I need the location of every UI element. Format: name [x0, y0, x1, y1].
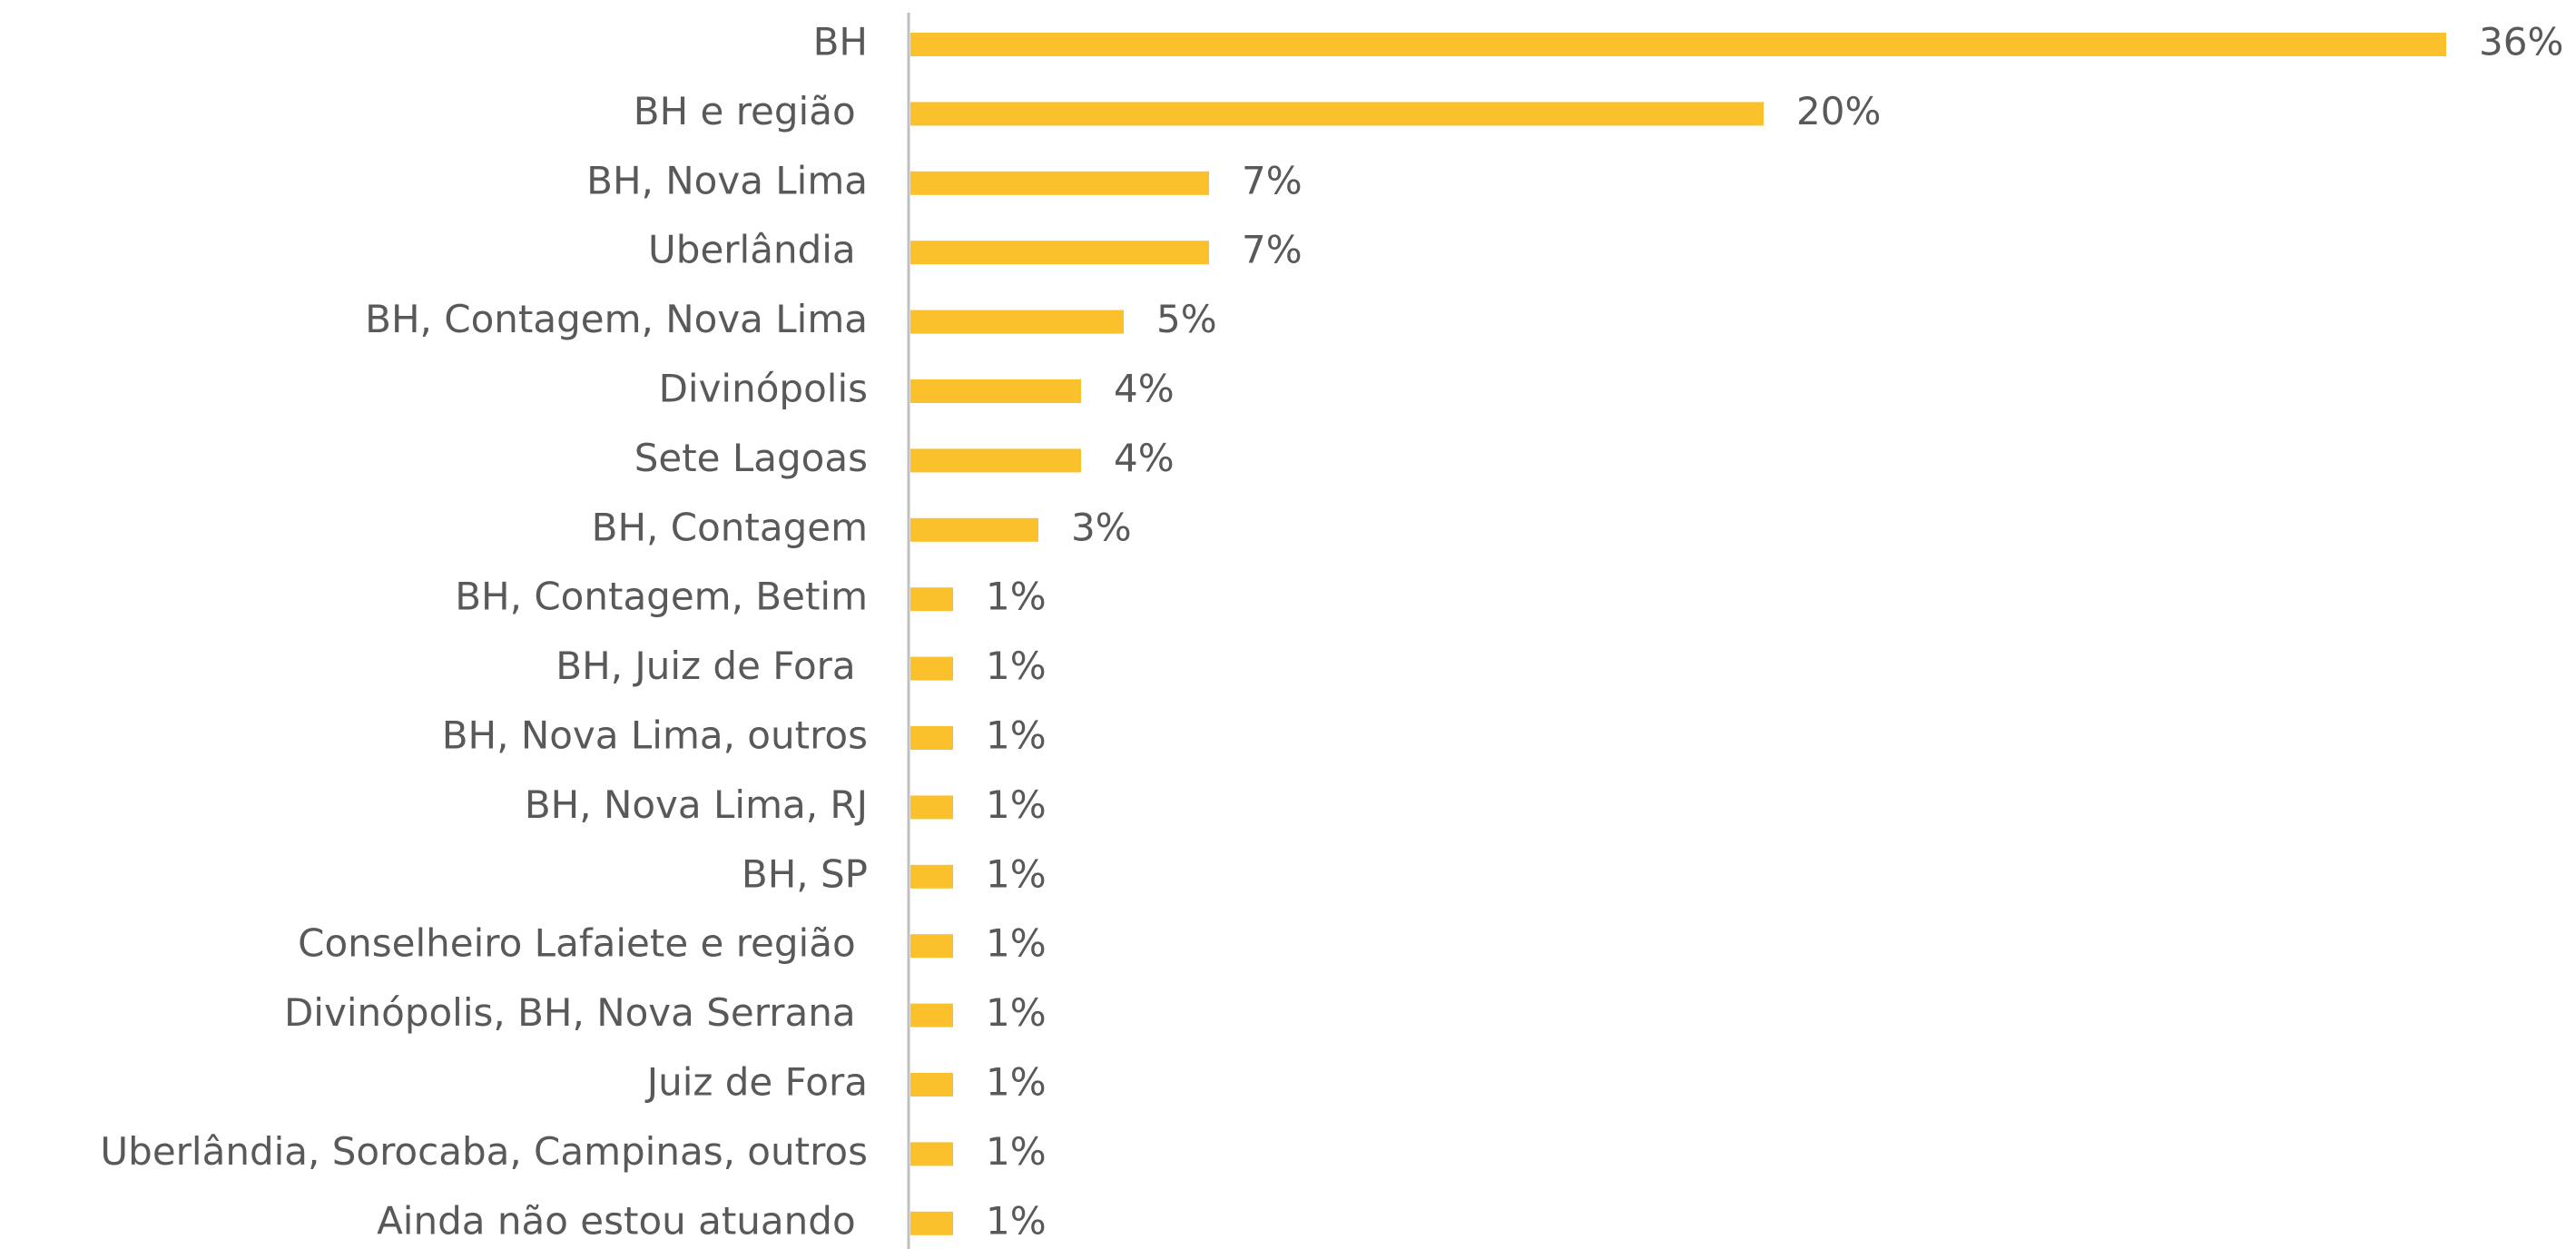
bar: [910, 310, 1124, 334]
value-label: 1%: [986, 1129, 1047, 1174]
category-label: Divinópolis, BH, Nova Serrana: [284, 990, 868, 1035]
bar: [910, 587, 953, 612]
category-label: Ainda não estou atuando: [377, 1198, 868, 1243]
category-label: BH, Contagem, Nova Lima: [365, 297, 868, 341]
value-label: 1%: [986, 990, 1047, 1035]
category-label: Divinópolis: [659, 367, 868, 411]
category-label: BH, Contagem: [592, 505, 868, 549]
bar: [910, 1142, 953, 1166]
category-label: BH, Nova Lima: [586, 158, 868, 202]
value-label: 1%: [986, 921, 1047, 966]
value-label: 1%: [986, 713, 1047, 758]
bar: [910, 33, 2446, 56]
bar: [910, 934, 953, 959]
bar: [910, 517, 1038, 542]
category-label: BH e região: [634, 89, 868, 133]
value-label: 7%: [1242, 158, 1303, 202]
value-label: 4%: [1114, 436, 1175, 480]
bar: [910, 102, 1764, 126]
bar: [910, 726, 953, 750]
category-label: Juiz de Fora: [644, 1060, 868, 1105]
bar: [910, 864, 953, 889]
bar: [910, 241, 1209, 265]
value-label: 7%: [1242, 228, 1303, 272]
category-label: Uberlândia, Sorocaba, Campinas, outros: [100, 1129, 868, 1174]
category-label: BH, SP: [742, 851, 868, 896]
bar: [910, 1211, 953, 1235]
category-label: Uberlândia: [648, 228, 868, 272]
value-label: 36%: [2479, 20, 2563, 64]
bar: [910, 795, 953, 820]
value-label: 1%: [986, 644, 1047, 688]
category-label: Sete Lagoas: [634, 436, 868, 480]
value-label: 4%: [1114, 367, 1175, 411]
value-label: 1%: [986, 851, 1047, 896]
category-label: BH: [813, 20, 868, 64]
value-label: 1%: [986, 1198, 1047, 1243]
bar: [910, 1003, 953, 1028]
bar: [910, 379, 1081, 403]
bar: [910, 171, 1209, 195]
value-label: 5%: [1156, 297, 1217, 341]
value-label: 1%: [986, 575, 1047, 619]
value-label: 1%: [986, 1060, 1047, 1105]
bar: [910, 448, 1081, 473]
bar: [910, 1073, 953, 1097]
value-label: 3%: [1071, 505, 1132, 549]
category-label: Conselheiro Lafaiete e região: [298, 921, 868, 966]
value-label: 1%: [986, 782, 1047, 827]
category-label: BH, Nova Lima, RJ: [525, 782, 868, 827]
category-label: BH, Juiz de Fora: [556, 644, 868, 688]
bar: [910, 656, 953, 681]
value-label: 20%: [1796, 89, 1881, 133]
category-label: BH, Nova Lima, outros: [442, 713, 868, 758]
category-label: BH, Contagem, Betim: [455, 575, 868, 619]
